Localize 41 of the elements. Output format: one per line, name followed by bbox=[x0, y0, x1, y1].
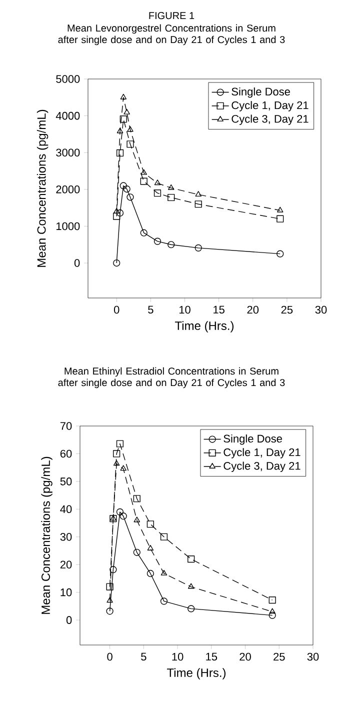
x-tick-label: 10 bbox=[172, 652, 184, 661]
x-axis-title: Time (Hrs.) bbox=[166, 668, 226, 680]
chart-subtitle: Mean Levonorgestrel Concentrations in Serum after single dose and on Day 21 of Cycles 1 and 3 bbox=[58, 24, 285, 46]
y-tick-label: 20 bbox=[60, 560, 72, 568]
y-axis-title: Mean Concentrations (pg/mL) bbox=[36, 110, 48, 267]
y-tick-label: 40 bbox=[60, 505, 72, 514]
x-tick-label: 30 bbox=[315, 306, 327, 314]
x-tick-label: 20 bbox=[247, 306, 259, 314]
x-tick-label: 15 bbox=[206, 652, 218, 661]
x-tick-label: 20 bbox=[240, 652, 251, 661]
x-tick-label: 25 bbox=[281, 306, 293, 314]
y-tick-label: 0 bbox=[74, 259, 80, 267]
y-tick-label: 5000 bbox=[56, 75, 80, 83]
y-tick-label: 1000 bbox=[56, 222, 80, 230]
x-tick-label: 5 bbox=[148, 306, 154, 314]
x-tick-label: 10 bbox=[179, 306, 190, 314]
y-tick-label: 2000 bbox=[56, 186, 80, 194]
x-tick-label: 30 bbox=[307, 652, 319, 661]
x-tick-label: 25 bbox=[274, 652, 285, 661]
legend-label: Single Dose bbox=[232, 87, 290, 98]
x-tick-label: 0 bbox=[107, 652, 112, 661]
legend-label: Cycle 1, Day 21 bbox=[232, 101, 308, 112]
chart-title: FIGURE 1 bbox=[149, 12, 194, 20]
legend-label: Cycle 1, Day 21 bbox=[224, 448, 300, 458]
legend-label: Cycle 3, Day 21 bbox=[224, 462, 300, 472]
y-tick-label: 50 bbox=[60, 478, 72, 486]
y-tick-label: 4000 bbox=[56, 112, 80, 120]
y-tick-label: 30 bbox=[60, 532, 72, 541]
legend-label: Cycle 3, Day 21 bbox=[232, 114, 308, 125]
legend-label: Single Dose bbox=[224, 434, 282, 445]
chart-title: Mean Ethinyl Estradiol Concentrations in Serum after single dose and on Day 21 of Cycles 1 and 3 bbox=[58, 367, 285, 388]
y-tick-label: 60 bbox=[60, 450, 72, 458]
y-tick-label: 10 bbox=[60, 588, 72, 596]
x-tick-label: 5 bbox=[141, 652, 146, 661]
y-tick-label: 70 bbox=[60, 422, 72, 430]
y-tick-label: 0 bbox=[66, 616, 72, 624]
y-tick-label: 3000 bbox=[56, 148, 80, 156]
x-tick-label: 0 bbox=[114, 306, 120, 314]
x-axis-title: Time (Hrs.) bbox=[174, 321, 234, 332]
y-axis-title: Mean Concentrations (pg/mL) bbox=[41, 456, 52, 614]
x-tick-label: 15 bbox=[214, 306, 224, 314]
